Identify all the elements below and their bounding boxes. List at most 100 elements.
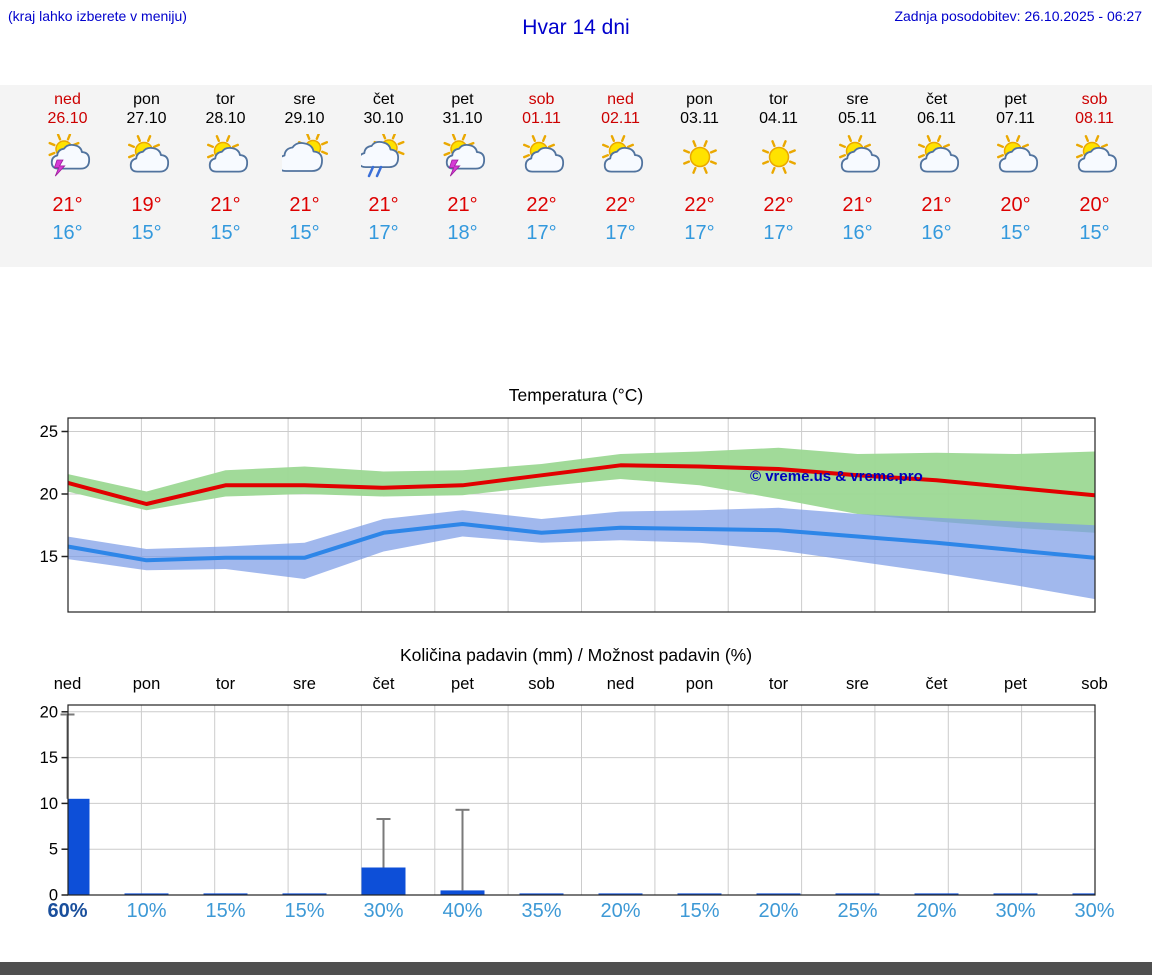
- high-temp: 21°: [368, 194, 399, 216]
- high-temp: 20°: [1000, 194, 1031, 216]
- svg-text:20: 20: [40, 486, 58, 504]
- svg-text:15: 15: [40, 548, 58, 566]
- day-date: 26.10: [47, 110, 88, 127]
- page-title: Hvar 14 dni: [522, 16, 630, 39]
- precip-day-label: sre: [846, 675, 869, 693]
- svg-text:20: 20: [40, 703, 58, 721]
- menu-hint: (kraj lahko izberete v meniju): [8, 8, 187, 24]
- day-name: tor: [769, 91, 788, 108]
- forecast-day-column: čet 30.10 21° 17°: [344, 85, 423, 267]
- precip-day-label: pet: [1004, 675, 1027, 693]
- sun-icon: [739, 134, 818, 182]
- footer-bar: [0, 962, 1152, 975]
- day-date: 29.10: [284, 110, 325, 127]
- precip-probability: 35%: [521, 900, 562, 922]
- precip-probability: 25%: [837, 900, 878, 922]
- high-temp: 21°: [447, 194, 478, 216]
- sun-cloud-icon: [818, 134, 897, 182]
- sun-cloud-icon: [186, 134, 265, 182]
- temperature-chart-title: Temperatura (°C): [508, 385, 644, 405]
- day-name: ned: [54, 91, 81, 108]
- precip-probability: 60%: [47, 900, 88, 922]
- day-name: tor: [216, 91, 235, 108]
- sun-cloud-icon: [502, 134, 581, 182]
- low-temp: 15°: [131, 222, 162, 244]
- precip-day-label: pet: [451, 675, 474, 693]
- high-temp: 19°: [131, 194, 162, 216]
- precip-day-label: čet: [372, 675, 395, 693]
- low-temp: 15°: [289, 222, 320, 244]
- high-temp: 21°: [210, 194, 241, 216]
- low-temp: 17°: [526, 222, 557, 244]
- temperature-plot: 15 20 25: [40, 417, 1096, 613]
- low-temp: 15°: [1000, 222, 1031, 244]
- sun-cloud-rain-icon: [344, 134, 423, 182]
- day-date: 30.10: [363, 110, 404, 127]
- precipitation-plot: 0 5 10 15 20: [40, 703, 1096, 905]
- high-temp: 22°: [684, 194, 715, 216]
- sun-cloud-icon: [107, 134, 186, 182]
- day-name: pon: [133, 91, 160, 108]
- precip-day-label: tor: [215, 675, 236, 693]
- sun-cloud-icon: [581, 134, 660, 182]
- precip-probability: 15%: [679, 900, 720, 922]
- precip-probability: 15%: [284, 900, 325, 922]
- precip-day-label: ned: [606, 675, 635, 693]
- forecast-day-column: sre 05.11 21° 16°: [818, 85, 897, 267]
- day-date: 28.10: [205, 110, 246, 127]
- precip-day-label: pon: [685, 675, 714, 693]
- precip-probability: 20%: [916, 900, 957, 922]
- svg-text:0: 0: [49, 887, 58, 905]
- day-date: 02.11: [601, 110, 640, 127]
- low-temp: 15°: [210, 222, 241, 244]
- day-name: pet: [1004, 91, 1027, 108]
- sun-icon: [660, 134, 739, 182]
- forecast-day-column: ned 26.10 21° 16°: [28, 85, 107, 267]
- sun-cloud-icon: [897, 134, 976, 182]
- precip-probability: 40%: [442, 900, 483, 922]
- low-temp: 18°: [447, 222, 478, 244]
- last-updated: Zadnja posodobitev: 26.10.2025 - 06:27: [894, 8, 1142, 24]
- low-temp: 15°: [1079, 222, 1110, 244]
- precip-probability: 15%: [205, 900, 246, 922]
- low-temp: 16°: [52, 222, 83, 244]
- sun-cloud-lightning-icon: [423, 134, 502, 182]
- day-date: 06.11: [917, 110, 956, 127]
- forecast-day-column: sob 01.11 22° 17°: [502, 85, 581, 267]
- forecast-day-column: čet 06.11 21° 16°: [897, 85, 976, 267]
- precipitation-chart-title: Količina padavin (mm) / Možnost padavin …: [399, 645, 753, 665]
- day-date: 05.11: [838, 110, 877, 127]
- forecast-day-column: tor 04.11 22° 17°: [739, 85, 818, 267]
- day-name: sob: [1081, 91, 1108, 108]
- precip-day-label: čet: [925, 675, 948, 693]
- high-temp: 21°: [842, 194, 873, 216]
- forecast-day-column: pet 07.11 20° 15°: [976, 85, 1055, 267]
- day-date: 01.11: [522, 110, 561, 127]
- low-temp: 17°: [763, 222, 794, 244]
- low-temp: 17°: [605, 222, 636, 244]
- high-temp: 20°: [1079, 194, 1110, 216]
- day-name: pet: [451, 91, 474, 108]
- day-name: ned: [607, 91, 634, 108]
- precip-probability-row: 60% 10% 15% 15% 30% 40% 35% 20% 15% 20% 25% 20% 30% 3…: [28, 900, 1134, 923]
- copyright-link[interactable]: © vreme.us & vreme.pro: [750, 468, 923, 485]
- forecast-day-column: pet 31.10 21° 18°: [423, 85, 502, 267]
- forecast-day-column: sre 29.10 21° 15°: [265, 85, 344, 267]
- low-temp: 16°: [842, 222, 873, 244]
- day-name: čet: [372, 91, 395, 108]
- precipitation-chart: Količina padavin (mm) / Možnost padavin …: [0, 645, 1152, 940]
- high-temp: 21°: [289, 194, 320, 216]
- forecast-day-column: sob 08.11 20° 15°: [1055, 85, 1134, 267]
- precip-day-label: sre: [293, 675, 316, 693]
- precip-day-label: tor: [768, 675, 789, 693]
- low-temp: 17°: [368, 222, 399, 244]
- precip-day-labels: ned pon tor sre čet pet sob ned pon tor sre čet pet s…: [28, 675, 1134, 694]
- day-date: 27.10: [126, 110, 167, 127]
- day-name: čet: [925, 91, 948, 108]
- sun-cloud-icon: [1055, 134, 1134, 182]
- day-name: sre: [293, 91, 316, 108]
- svg-text:10: 10: [40, 795, 58, 813]
- precip-day-label: sob: [528, 675, 555, 693]
- precip-day-label: pon: [132, 675, 161, 693]
